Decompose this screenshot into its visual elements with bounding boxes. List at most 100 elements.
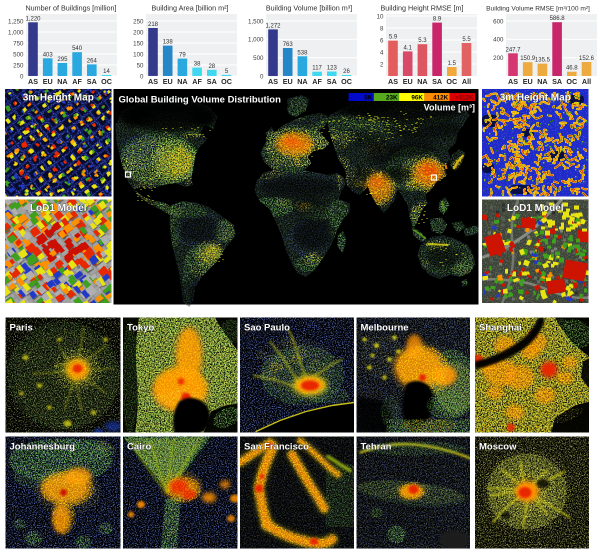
svg-text:1,250: 1,250 [8,18,24,25]
svg-text:AF: AF [72,77,82,86]
svg-text:SA: SA [87,77,97,86]
svg-text:8: 8 [380,25,384,32]
svg-text:600: 600 [493,18,504,25]
svg-text:23K: 23K [386,94,398,101]
svg-text:OC: OC [341,77,352,86]
svg-text:Volume [m³]: Volume [m³] [424,103,475,113]
svg-text:Sao Paulo: Sao Paulo [244,323,290,334]
svg-text:Building Volume [billion m³]: Building Volume [billion m³] [266,4,352,13]
svg-text:AS: AS [508,77,518,86]
svg-text:0: 0 [260,73,264,80]
svg-text:5: 5 [225,69,229,75]
svg-text:Moscow: Moscow [479,442,517,453]
svg-text:Building Area [billion m²]: Building Area [billion m²] [151,4,228,13]
svg-text:NA: NA [297,77,307,86]
svg-text:138: 138 [163,40,174,46]
svg-text:LoD1 Model: LoD1 Model [30,203,87,214]
svg-text:1,000: 1,000 [248,37,264,44]
svg-text:3m Height Map: 3m Height Map [23,93,94,104]
svg-text:Building Volume RMSE [m³/100 m: Building Volume RMSE [m³/100 m²] [486,6,590,13]
svg-text:152.6: 152.6 [579,56,595,62]
svg-text:46.8: 46.8 [566,66,578,72]
svg-text:OC: OC [221,77,232,86]
svg-text:400: 400 [493,37,504,44]
svg-text:79: 79 [179,53,186,59]
svg-text:250: 250 [133,18,144,25]
svg-text:1,220: 1,220 [25,16,41,22]
svg-text:3m Height Map: 3m Height Map [500,93,571,104]
svg-text:5.3: 5.3 [418,38,427,44]
svg-text:96K: 96K [411,94,423,101]
svg-text:0: 0 [20,73,24,80]
svg-text:EU: EU [523,77,533,86]
svg-text:4: 4 [380,49,384,56]
svg-text:EU: EU [163,77,173,86]
svg-text:SA: SA [552,77,562,86]
svg-text:AF: AF [192,77,202,86]
svg-text:SA: SA [327,77,337,86]
svg-text:500: 500 [13,51,24,58]
svg-text:All: All [462,77,471,86]
svg-text:412K: 412K [433,94,449,101]
svg-text:Melbourne: Melbourne [361,323,409,334]
svg-text:AS: AS [148,77,158,86]
svg-text:200: 200 [133,29,144,36]
svg-text:Tehran: Tehran [361,442,392,453]
svg-text:AS: AS [268,77,278,86]
svg-text:763: 763 [283,42,294,48]
svg-text:EU: EU [403,77,413,86]
svg-text:5.9: 5.9 [389,35,398,41]
svg-text:5.5: 5.5 [462,37,471,43]
svg-text:295: 295 [57,57,68,63]
svg-text:1.5: 1.5 [448,61,457,67]
svg-text:>412K: >412K [455,94,474,101]
svg-text:1,500: 1,500 [248,18,264,25]
svg-text:538: 538 [297,50,308,56]
svg-text:EU: EU [283,77,293,86]
svg-text:AF: AF [312,77,322,86]
svg-text:Tokyo: Tokyo [127,323,154,334]
svg-text:14: 14 [103,69,110,75]
svg-text:EU: EU [43,77,53,86]
svg-text:150: 150 [133,40,144,47]
svg-text:218: 218 [148,22,159,28]
svg-text:All: All [582,77,591,86]
svg-text:1,000: 1,000 [8,29,24,36]
svg-text:586.8: 586.8 [550,16,566,22]
svg-text:AS: AS [28,77,38,86]
svg-text:26: 26 [343,69,350,75]
svg-text:San Francisco: San Francisco [244,442,309,453]
svg-text:38: 38 [194,62,201,68]
svg-text:NA: NA [417,77,427,86]
svg-text:200: 200 [493,55,504,62]
svg-text:OC: OC [446,77,457,86]
svg-text:264: 264 [87,58,98,64]
svg-text:100: 100 [133,51,144,58]
svg-text:LoD1 Model: LoD1 Model [507,203,564,214]
svg-text:250: 250 [13,62,24,69]
svg-text:10: 10 [377,13,384,20]
svg-text:Paris: Paris [10,323,33,334]
svg-text:8.9: 8.9 [433,17,442,23]
svg-text:123: 123 [327,66,338,72]
svg-text:Global Building Volume Distrib: Global Building Volume Distribution [119,95,282,106]
svg-text:500: 500 [253,55,264,62]
svg-text:NA: NA [57,77,67,86]
svg-text:5K: 5K [364,94,373,101]
svg-text:50: 50 [137,62,144,69]
svg-text:28: 28 [208,64,215,70]
svg-text:6: 6 [380,37,384,44]
svg-text:SA: SA [207,77,217,86]
svg-text:4.1: 4.1 [404,45,413,51]
svg-text:NA: NA [537,77,547,86]
svg-text:Building Height RMSE [m]: Building Height RMSE [m] [380,4,463,13]
svg-text:247.7: 247.7 [505,47,521,53]
svg-text:750: 750 [13,40,24,47]
svg-text:OC: OC [566,77,577,86]
svg-text:Shanghai: Shanghai [479,323,522,334]
svg-text:NA: NA [177,77,187,86]
svg-text:150.9: 150.9 [520,56,536,62]
svg-text:1,272: 1,272 [265,23,281,29]
svg-text:Johannesburg: Johannesburg [10,442,76,453]
svg-text:AS: AS [388,77,398,86]
